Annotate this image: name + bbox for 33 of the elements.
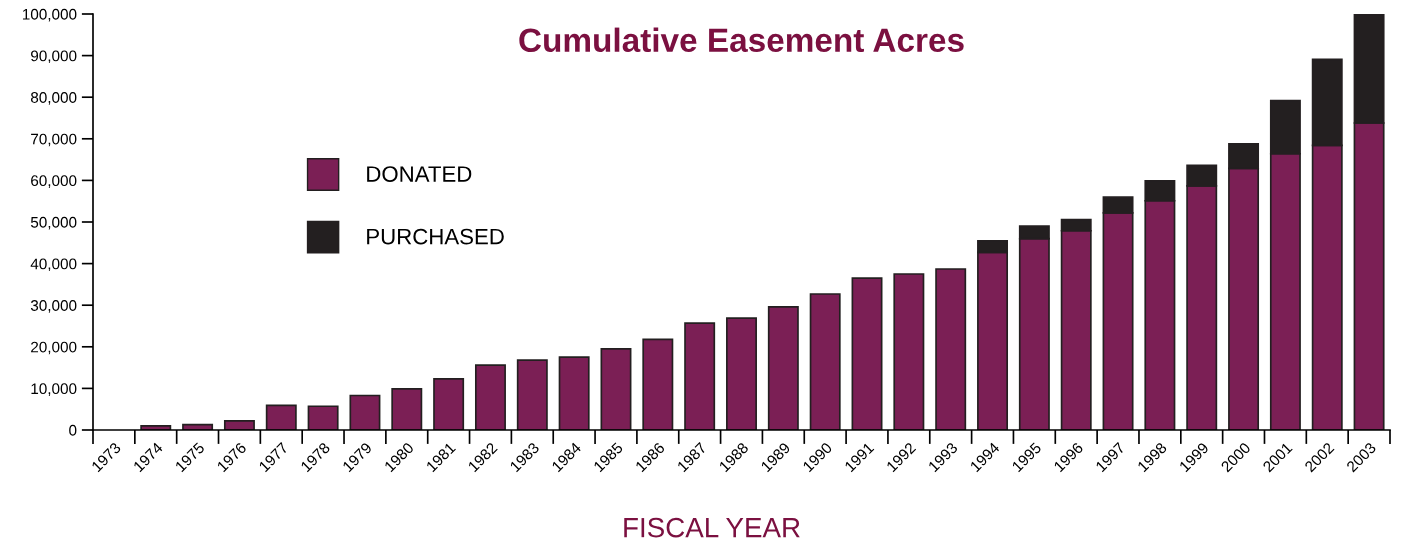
legend-label: DONATED <box>367 166 472 182</box>
y-tick-label: 20,000 <box>31 341 77 355</box>
bar <box>516 359 548 430</box>
bar <box>474 364 506 430</box>
bar <box>726 317 757 430</box>
bar <box>307 405 339 430</box>
bar <box>391 387 423 430</box>
y-tick-label: 30,000 <box>30 300 77 313</box>
x-axis-title: FISCAL YEAR <box>624 517 800 538</box>
bar <box>935 268 967 430</box>
bar <box>684 322 716 430</box>
bar <box>809 293 841 430</box>
y-tick-label: 90,000 <box>31 50 77 64</box>
bar <box>767 306 799 430</box>
y-tick-label: 80,000 <box>30 92 77 105</box>
y-tick-label: 100,000 <box>22 8 77 22</box>
chart-title: Cumulative Easement Acres <box>519 27 964 53</box>
bar <box>600 348 632 430</box>
bar <box>851 277 883 430</box>
bar <box>558 356 590 430</box>
bar <box>265 404 297 430</box>
bar <box>893 273 925 430</box>
bar <box>642 338 674 430</box>
y-tick-label: 50,000 <box>30 216 77 230</box>
y-tick-label: 70,000 <box>31 133 77 147</box>
bar <box>349 394 381 430</box>
y-tick-label: 40,000 <box>30 258 77 272</box>
bar <box>223 420 255 430</box>
bar <box>433 377 465 430</box>
y-tick-label: 60,000 <box>31 175 77 188</box>
legend-label: PURCHASED <box>367 228 504 245</box>
y-tick-label: 0 <box>69 424 77 436</box>
y-tick-label: 10,000 <box>31 383 77 396</box>
